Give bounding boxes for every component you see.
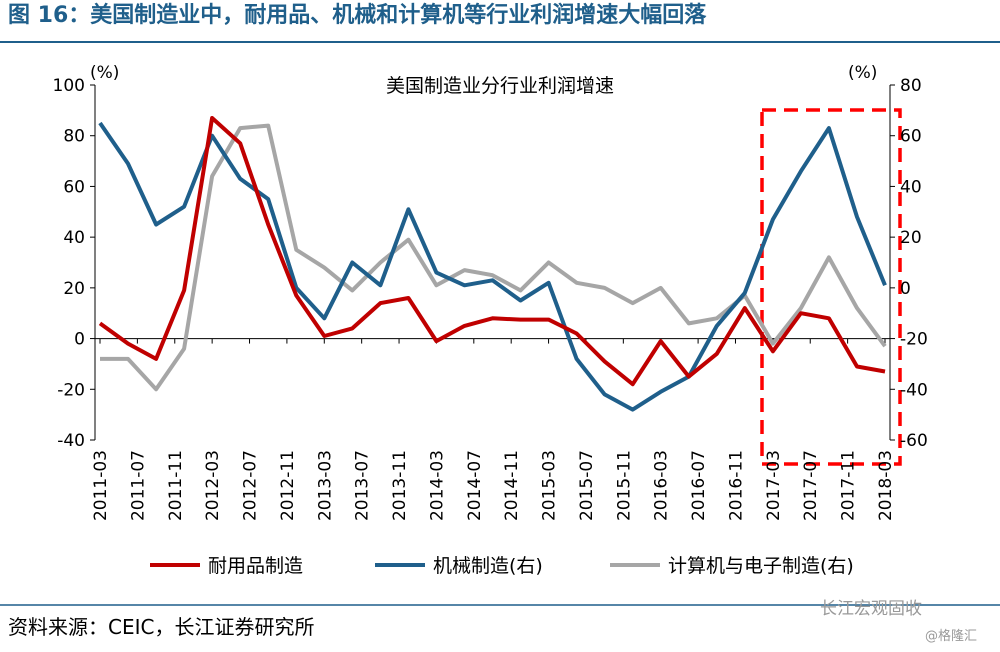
y-unit: (%): [90, 63, 119, 83]
y2-tick-label: 80: [900, 76, 922, 96]
chart-title: 美国制造业分行业利润增速: [386, 75, 614, 97]
x-tick-label: 2014-11: [502, 450, 522, 521]
x-tick-label: 2017-11: [839, 450, 859, 521]
x-tick-label: 2015-11: [614, 450, 634, 521]
legend-label: 耐用品制造: [208, 555, 303, 577]
series-line: [100, 123, 887, 392]
y2-tick-label: -20: [900, 330, 928, 350]
y-tick-label: 0: [74, 330, 85, 350]
x-tick-label: 2015-07: [577, 450, 597, 521]
y-tick-label: 40: [63, 228, 85, 248]
legend-label: 计算机与电子制造(右): [668, 555, 854, 577]
y-tick-label: 20: [63, 279, 85, 299]
y2-tick-label: 40: [900, 177, 922, 197]
y2-tick-label: -40: [900, 380, 928, 400]
x-tick-label: 2013-11: [390, 450, 410, 521]
x-tick-label: 2014-03: [427, 450, 447, 521]
x-tick-label: 2016-03: [652, 450, 672, 521]
x-tick-label: 2016-07: [689, 450, 709, 521]
x-tick-label: 2017-07: [801, 450, 821, 521]
y-tick-label: -40: [57, 431, 85, 451]
header: 图 16：美国制造业中，耐用品、机械和计算机等行业利润增速大幅回落: [8, 2, 707, 28]
watermark: 长江宏观固收: [820, 599, 922, 619]
x-tick-label: 2014-07: [465, 450, 485, 521]
x-tick-label: 2011-07: [128, 450, 148, 521]
y2-tick-label: 0: [900, 279, 911, 299]
watermark: @格隆汇: [925, 628, 977, 644]
x-tick-label: 2012-07: [241, 450, 261, 521]
series-line: [98, 121, 887, 412]
x-tick-label: 2013-03: [315, 450, 335, 521]
y-tick-label: 100: [53, 76, 85, 96]
highlight-box: [760, 108, 902, 466]
x-tick-label: 2015-03: [540, 450, 560, 521]
x-tick-label: 2011-03: [91, 450, 111, 521]
x-tick-label: 2018-03: [876, 450, 896, 521]
x-tick-label: 2012-03: [203, 450, 223, 521]
source: 资料来源：CEIC，长江证券研究所: [8, 615, 314, 639]
y-tick-label: 80: [63, 127, 85, 147]
y-tick-label: 60: [63, 177, 85, 197]
x-tick-label: 2011-11: [166, 450, 186, 521]
y-tick-label: -20: [57, 380, 85, 400]
y2-tick-label: 20: [900, 228, 922, 248]
x-tick-label: 2012-11: [278, 450, 298, 521]
y2-tick-label: -60: [900, 431, 928, 451]
y2-unit: (%): [848, 63, 877, 83]
x-tick-label: 2016-11: [726, 450, 746, 521]
y2-tick-label: 60: [900, 127, 922, 147]
x-tick-label: 2013-07: [353, 450, 373, 521]
series-line: [98, 116, 886, 387]
x-tick-label: 2017-03: [764, 450, 784, 521]
legend-label: 机械制造(右): [433, 555, 543, 577]
